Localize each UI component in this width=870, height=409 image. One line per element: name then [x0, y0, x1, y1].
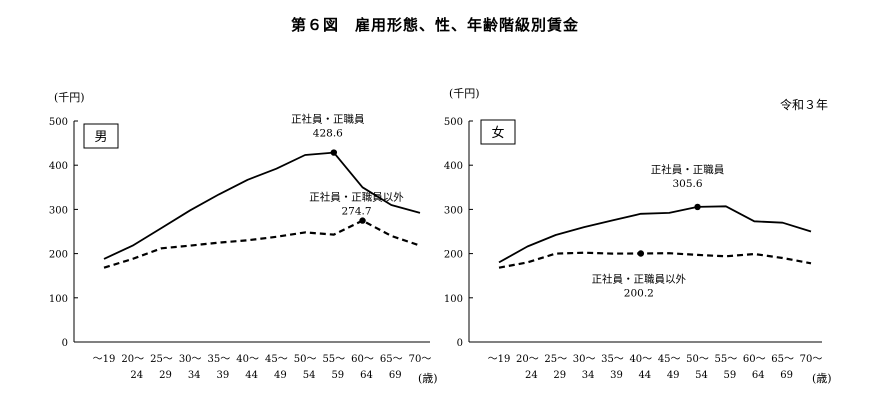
chart1-panel-label: 男 — [94, 130, 107, 145]
chart2-x-tick-label-line2: 64 — [752, 370, 765, 381]
chart2-y-tick-label: 0 — [457, 338, 463, 349]
chart2-series-2-marker — [637, 250, 645, 257]
chart2-y-tick-label: 200 — [444, 250, 463, 261]
chart1-x-tick-label-line2: 64 — [360, 370, 373, 381]
chart1-x-tick-label: 25〜 — [150, 354, 173, 365]
chart2-x-tick-label-line2: 39 — [610, 370, 623, 381]
chart2-x-tick-label: 45〜 — [658, 354, 681, 365]
chart1-x-tick-label-line2: 69 — [389, 370, 402, 381]
chart1-x-tick-label-line2: 44 — [245, 370, 258, 381]
chart2-x-tick-label-line2: 54 — [695, 370, 708, 381]
chart1-x-tick-label: 20〜 — [121, 354, 144, 365]
era-note: 令和３年 — [780, 98, 829, 112]
chart2-y-tick-label: 300 — [444, 205, 463, 216]
chart1-x-tick-label: 40〜 — [236, 354, 259, 365]
chart1-y-tick-label: 100 — [49, 294, 68, 305]
chart2-y-tick-label: 400 — [444, 161, 463, 172]
chart1-y-unit-label: (千円) — [54, 91, 85, 104]
chart1-x-tick-label-line2: 29 — [159, 370, 172, 381]
chart1-panel-label-box — [83, 123, 119, 149]
chart2-series-2-line — [498, 251, 812, 269]
chart1-x-tick-label: 50〜 — [294, 354, 317, 365]
chart2-x-tick-label-line2: 49 — [667, 370, 680, 381]
chart1-y-tick-label: 200 — [49, 250, 68, 261]
chart2-x-tick-label: 55〜 — [715, 354, 738, 365]
chart2-panel-label: 女 — [491, 125, 504, 141]
chart1-series-1-name-label: 正社員・正職員 — [291, 113, 365, 126]
chart1-series-2-line — [103, 219, 421, 269]
chart1-x-tick-label: 35〜 — [208, 354, 231, 365]
chart2-x-tick-label: 35〜 — [601, 354, 624, 365]
chart2-x-unit-label: (歳) — [812, 372, 832, 385]
chart2-x-tick-label-line2: 44 — [638, 370, 651, 381]
chart1-x-tick-label-line2: 54 — [303, 370, 316, 381]
chart2-x-tick-label-line2: 59 — [724, 370, 737, 381]
chart2-series-2-value-label: 200.2 — [624, 288, 654, 300]
chart1-x-tick-label: 30〜 — [179, 354, 202, 365]
chart2-x-tick-label-line2: 69 — [780, 370, 793, 381]
chart2-x-tick-label: 〜19 — [488, 354, 511, 365]
chart1-series-1-marker — [330, 149, 338, 156]
chart2-x-tick-label: 70〜 — [800, 354, 823, 365]
chart2-x-tick-label: 60〜 — [743, 354, 766, 365]
chart1-x-tick-label-line2: 39 — [217, 370, 230, 381]
chart1-x-tick-label-line2: 59 — [331, 370, 344, 381]
chart1-x-tick-label: 45〜 — [265, 354, 288, 365]
chart2-y-tick-label: 500 — [444, 117, 463, 128]
chart2-x-tick-label-line2: 34 — [582, 370, 595, 381]
chart1-x-tick-label-line2: 34 — [188, 370, 201, 381]
chart1-x-tick-label: 70〜 — [409, 354, 432, 365]
chart1-y-tick-label: 400 — [49, 161, 68, 172]
chart2-series-1-marker — [694, 203, 701, 211]
chart2-series-1-value-label: 305.6 — [673, 178, 703, 190]
chart2-series-2-name-label: 正社員・正職員以外 — [592, 273, 687, 286]
chart1-x-tick-label-line2: 49 — [274, 370, 287, 381]
chart2-x-tick-label: 30〜 — [573, 354, 596, 365]
figure-title: 雇用形態、性、年齢階級別賃金 — [355, 16, 580, 34]
chart2-y-tick-label: 100 — [444, 294, 463, 305]
chart1-y-tick-label: 0 — [62, 338, 68, 349]
chart1-x-tick-label: 〜19 — [93, 354, 116, 365]
chart1-x-unit-label: (歳) — [418, 372, 438, 385]
figure-number: 第６図 — [290, 16, 339, 34]
chart1-y-tick-label: 500 — [49, 117, 68, 128]
chart2-x-tick-label: 65〜 — [771, 354, 794, 365]
chart1-series-1-line — [103, 151, 421, 260]
chart1-y-tick-label: 300 — [49, 205, 68, 216]
chart2-x-tick-label: 40〜 — [629, 354, 652, 365]
chart2-series-1-line — [498, 205, 812, 264]
chart2-x-tick-label: 25〜 — [544, 354, 567, 365]
chart2-y-unit-label: (千円) — [449, 87, 480, 100]
chart2-series-1-name-label: 正社員・正職員 — [651, 163, 725, 176]
chart2-x-tick-label: 50〜 — [686, 354, 709, 365]
chart1-series-2-value-label: 274.7 — [342, 206, 372, 218]
chart2-x-tick-label-line2: 24 — [525, 370, 538, 381]
chart1-x-tick-label: 65〜 — [380, 354, 403, 365]
chart2-panel-label-box — [480, 119, 516, 145]
chart1-series-1-value-label: 428.6 — [313, 128, 343, 140]
chart2-x-tick-label: 20〜 — [516, 354, 539, 365]
chart1-series-2-marker — [359, 217, 366, 224]
chart1-x-tick-label-line2: 24 — [130, 370, 143, 381]
chart1-series-2-name-label: 正社員・正職員以外 — [309, 191, 404, 204]
chart1-x-tick-label: 55〜 — [322, 354, 345, 365]
page-title: 第６図 雇用形態、性、年齢階級別賃金 — [0, 14, 870, 35]
chart2-x-tick-label-line2: 29 — [553, 370, 566, 381]
chart1-x-tick-label: 60〜 — [351, 354, 374, 365]
